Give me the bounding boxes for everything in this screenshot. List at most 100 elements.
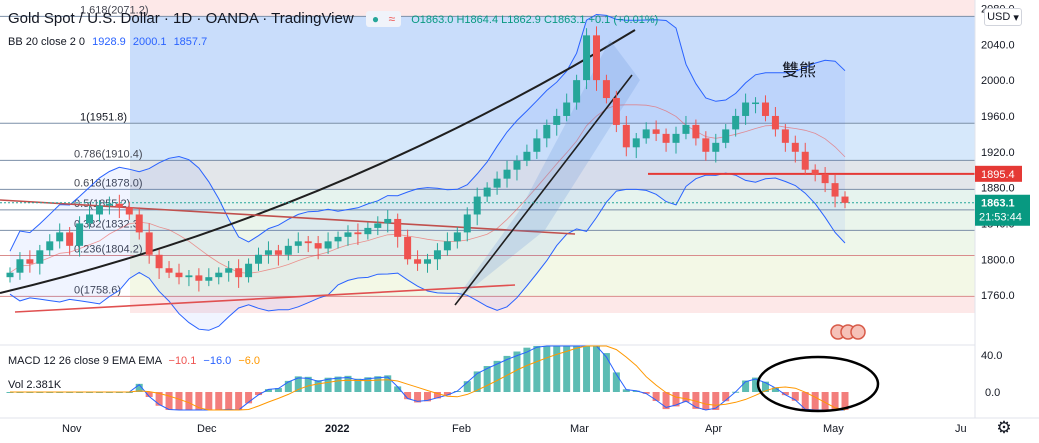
candle-body: [662, 133, 670, 143]
candle-body: [692, 124, 700, 139]
macd-bar: [632, 390, 640, 392]
candle-body: [473, 196, 481, 215]
candle: [36, 244, 44, 275]
candle: [433, 243, 441, 271]
symbol-header[interactable]: Gold Spot / U.S. Dollar · 1D · OANDA · T…: [8, 10, 658, 27]
candle: [652, 120, 660, 142]
macd-bar: [692, 392, 700, 409]
macd-bar: [165, 392, 173, 410]
candle: [682, 115, 690, 140]
macd-bar: [384, 375, 392, 392]
macd-bar: [742, 380, 750, 392]
candle: [791, 135, 799, 163]
candle: [463, 207, 471, 242]
ohlc-values: O1863.0 H1864.4 L1862.9 C1863.1 +0.1 (+0…: [411, 14, 659, 26]
candle-body: [374, 223, 382, 228]
candle: [543, 119, 551, 148]
candle: [155, 249, 163, 279]
candle-body: [364, 227, 372, 235]
macd-bar: [662, 392, 670, 410]
candle: [414, 250, 422, 271]
candle-body: [702, 138, 710, 152]
price-badge-last-label: 1863.1: [981, 198, 1015, 210]
y-tick-label: 2040.0: [981, 39, 1015, 51]
candle-body: [791, 142, 799, 152]
candle-body: [294, 241, 302, 246]
candle-body: [493, 178, 501, 188]
status-pill[interactable]: ● ≈: [365, 11, 402, 27]
candle-body: [761, 102, 769, 116]
bb-fill: [10, 14, 845, 331]
candle-body: [135, 214, 143, 233]
volume-legend[interactable]: Vol 2.381K: [8, 379, 61, 391]
candle-body: [274, 250, 282, 255]
candle-body: [682, 124, 690, 134]
candle-body: [543, 124, 551, 139]
macd-bar: [722, 392, 730, 402]
y-tick-label: 1800.0: [981, 254, 1015, 266]
macd-bar: [592, 346, 600, 392]
macd-pane: [0, 344, 1039, 413]
macd-bar: [334, 376, 342, 392]
macd-legend[interactable]: MACD 12 26 close 9 EMA EMA −10.1 −16.0 −…: [8, 355, 260, 367]
macd-bar: [364, 377, 372, 392]
candle-body: [503, 169, 511, 179]
candle: [811, 164, 819, 182]
highlight-circle: [756, 355, 880, 413]
macd-label: MACD 12 26 close 9 EMA EMA: [8, 355, 162, 367]
candle: [742, 93, 750, 125]
currency-button[interactable]: USD ▾: [984, 8, 1022, 26]
chart-background: [130, 0, 975, 313]
macd-bar: [245, 392, 253, 404]
candle: [26, 250, 34, 273]
candle: [165, 261, 173, 279]
candle-body: [165, 268, 173, 273]
candle-body: [622, 124, 630, 148]
candle: [56, 223, 64, 249]
macd-bar: [225, 392, 233, 410]
resistance-trendline: [0, 199, 576, 235]
bb-value-lower: 1857.7: [173, 36, 208, 48]
price-badge-countdown: 21:53:44: [979, 212, 1022, 224]
vol-label: Vol: [8, 379, 24, 391]
macd-bar: [771, 387, 779, 392]
macd-bar: [205, 392, 213, 410]
macd-bar: [185, 392, 193, 410]
candle: [314, 235, 322, 260]
candle-body: [443, 241, 451, 251]
macd-line: [10, 345, 845, 411]
macd-bar: [523, 347, 531, 392]
macd-bar: [155, 392, 163, 406]
candle-body: [56, 232, 64, 242]
gear-icon[interactable]: ⚙: [996, 418, 1012, 437]
macd-bar: [612, 372, 620, 392]
price-badge-level: [975, 165, 1022, 182]
candle: [364, 222, 372, 240]
candle: [125, 201, 133, 220]
bb-upper: [9, 13, 846, 252]
y-tick-label: 2000.0: [981, 75, 1015, 87]
candle-body: [433, 250, 441, 260]
market-open-icon: ●: [371, 12, 380, 26]
candle: [245, 258, 253, 283]
candle-body: [672, 133, 680, 143]
candle: [771, 107, 779, 137]
candle-body: [642, 129, 650, 139]
symbol-title[interactable]: Gold Spot / U.S. Dollar · 1D · OANDA · T…: [8, 10, 354, 27]
x-tick-label: 2022: [325, 423, 349, 435]
candle: [394, 213, 402, 248]
candle: [384, 210, 392, 233]
macd-bar: [374, 376, 382, 392]
candle: [424, 253, 431, 273]
x-tick-label: Nov: [62, 423, 82, 435]
macd-bar: [583, 346, 591, 392]
macd-bar: [682, 392, 690, 403]
macd-bar: [831, 392, 839, 410]
bb-legend[interactable]: BB 20 close 2 0 1928.9 2000.1 1857.7: [8, 36, 207, 48]
candle-body: [86, 214, 94, 224]
candle: [612, 90, 620, 133]
candle: [692, 119, 700, 146]
